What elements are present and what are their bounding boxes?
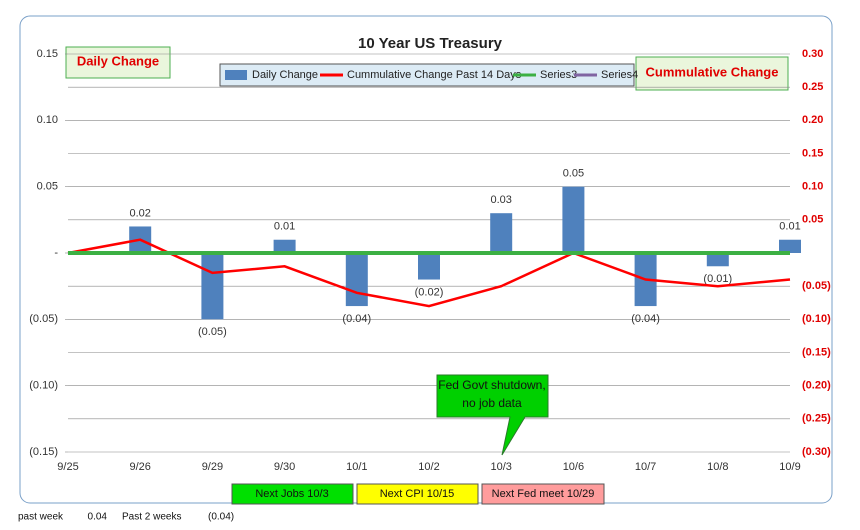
y2-tick-label: 0.20	[802, 114, 823, 126]
y2-tick-label: 0.15	[802, 147, 823, 159]
data-label: 0.01	[779, 221, 800, 233]
y2-tick-label: 0.25	[802, 81, 823, 93]
data-label: (0.02)	[415, 286, 444, 298]
legend-label: Daily Change	[252, 69, 318, 81]
x-tick-label: 9/29	[202, 461, 223, 473]
data-label: 0.03	[490, 194, 511, 206]
left-note: Daily Change	[77, 53, 159, 68]
plot: 0.30 0.25 0.20 0.15 0.10 0.05 (0.05) (0.10) (0.1…	[29, 48, 831, 473]
chart-title: 10 Year US Treasury	[358, 35, 503, 52]
y2-tick-label: (0.30)	[802, 446, 831, 458]
right-note-box	[635, 56, 789, 91]
line	[67, 238, 791, 308]
y-tick-label: (0.15)	[29, 446, 58, 458]
bar	[490, 213, 513, 253]
y-tick-label: (0.05)	[29, 313, 58, 325]
bar	[706, 253, 729, 267]
event-box	[481, 483, 605, 505]
footer-label: past week	[18, 512, 64, 523]
left-note-box	[65, 46, 171, 79]
x-tick-label: 10/9	[779, 461, 800, 473]
y2-tick-label: 0.30	[802, 48, 823, 60]
bar	[779, 239, 801, 253]
data-label: (0.01)	[703, 273, 732, 285]
bar	[201, 253, 224, 320]
y2-tick-label: (0.25)	[802, 413, 831, 425]
data-label: (0.04)	[631, 313, 660, 325]
bar	[418, 253, 440, 280]
bar	[345, 253, 368, 307]
event-box	[356, 483, 479, 505]
event-label: Next CPI 10/15	[380, 488, 455, 500]
event-label: Next Fed meet 10/29	[492, 488, 595, 500]
legend-label: Series3	[540, 69, 577, 81]
x-tick-label: 10/3	[490, 461, 511, 473]
y2-tick-label: (0.15)	[802, 346, 831, 358]
x-tick-label: 9/26	[129, 461, 150, 473]
event-box	[231, 483, 354, 505]
footer-label: Past 2 weeks	[122, 512, 181, 523]
y2-tick-label: (0.20)	[802, 380, 831, 392]
y-tick-label: (0.10)	[29, 380, 58, 392]
legend-box	[219, 63, 635, 87]
footer-value: (0.04)	[208, 512, 234, 523]
x-tick-label: 10/7	[635, 461, 656, 473]
y-tick-label: -	[54, 247, 58, 259]
x-tick-label: 10/2	[418, 461, 439, 473]
right-note: Cummulative Change	[646, 64, 779, 79]
footer-value: 0.04	[88, 512, 108, 523]
x-tick-label: 10/1	[346, 461, 367, 473]
y2-tick-label: (0.05)	[802, 280, 831, 292]
data-label: 0.02	[129, 207, 150, 219]
legend-label: Series4	[601, 69, 638, 81]
x-tick-label: 9/30	[274, 461, 295, 473]
data-label: (0.04)	[342, 313, 371, 325]
legend-label: Cummulative Change Past 14 Days	[347, 69, 522, 81]
y2-tick-label: 0.10	[802, 181, 823, 193]
data-label: (0.05)	[198, 326, 227, 338]
bar	[562, 186, 585, 253]
callout-box	[436, 374, 549, 456]
data-label: 0.01	[274, 221, 295, 233]
bar	[273, 239, 296, 253]
y-tick-label: 0.10	[37, 114, 58, 126]
event-label: Next Jobs 10/3	[255, 488, 328, 500]
data-label: 0.05	[563, 168, 584, 180]
y-tick-label: 0.15	[37, 48, 58, 60]
x-tick-label: 10/8	[707, 461, 728, 473]
legend-swatch	[225, 70, 247, 80]
x-tick-label: 9/25	[57, 461, 78, 473]
callout-line: Fed Govt shutdown,	[438, 378, 545, 392]
y2-tick-label: (0.10)	[802, 313, 831, 325]
x-tick-label: 10/6	[563, 461, 584, 473]
y-tick-label: 0.05	[37, 181, 58, 193]
y2-tick-label: 0.05	[802, 214, 823, 226]
callout-line: no job data	[462, 396, 522, 410]
